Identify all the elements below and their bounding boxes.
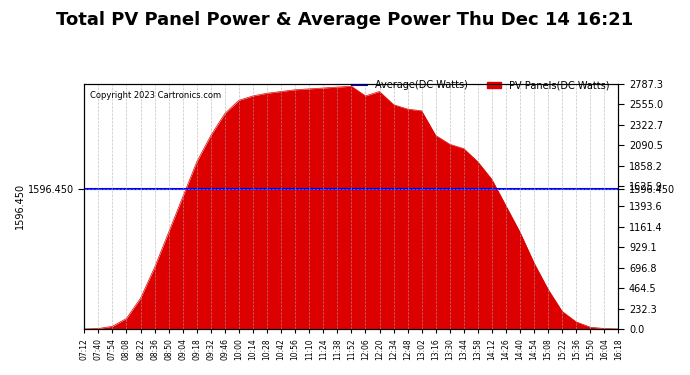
Text: Total PV Panel Power & Average Power Thu Dec 14 16:21: Total PV Panel Power & Average Power Thu… [57,11,633,29]
Y-axis label: 1596.450: 1596.450 [15,183,25,230]
Legend: Average(DC Watts), PV Panels(DC Watts): Average(DC Watts), PV Panels(DC Watts) [348,76,613,94]
Text: Copyright 2023 Cartronics.com: Copyright 2023 Cartronics.com [90,91,221,100]
